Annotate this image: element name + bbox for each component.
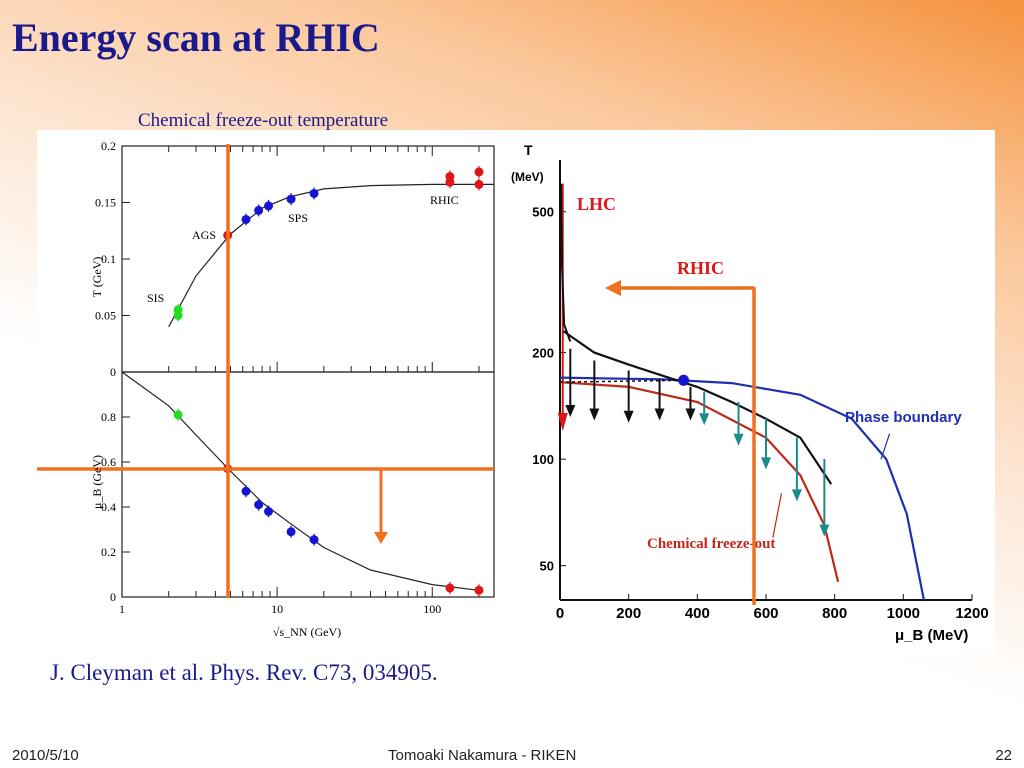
- left-top-ylabel: T (GeV): [90, 257, 104, 298]
- right-xtick-label: 400: [685, 605, 710, 622]
- black-arrow-head: [589, 408, 600, 421]
- right-xtick-label: 800: [822, 605, 847, 622]
- left-top-data-point: [474, 167, 484, 177]
- left-bottom-ytick-label: 0.2: [101, 545, 116, 559]
- phase-pointer: [880, 433, 891, 460]
- left-top-data-point: [254, 205, 264, 215]
- right-xtick-label: 600: [753, 605, 778, 622]
- left-top-ytick-label: 0.2: [101, 139, 116, 153]
- left-bottom-xtick-label: 10: [271, 602, 283, 616]
- page-number: 22: [995, 747, 1012, 764]
- rhic-label-left: RHIC: [430, 193, 459, 207]
- figure-svg: 0 0.05 0.1 0.15 0.2 0 0.2 0.4 0.6 0.8 1 10 100 T (G…: [37, 139, 989, 644]
- left-top-data-point: [173, 305, 183, 315]
- right-ytick-label: 100: [532, 452, 554, 467]
- right-ytick-label: 200: [532, 346, 554, 361]
- left-bottom-xtick-label: 1: [119, 602, 125, 616]
- sis-label: SIS: [147, 291, 164, 305]
- black-arrow-head: [565, 405, 576, 418]
- citation: J. Cleyman et al. Phys. Rev. C73, 034905…: [50, 660, 438, 685]
- left-bottom-data-point: [445, 583, 455, 593]
- left-bottom-fit-curve: [121, 371, 480, 591]
- left-bottom-data-point: [241, 486, 251, 496]
- left-top-ytick-label: 0.1: [101, 252, 116, 266]
- freezeout-pointer: [772, 493, 783, 538]
- teal-arrow-head: [791, 489, 802, 502]
- ags-label: AGS: [192, 228, 216, 242]
- left-top-data-point: [309, 188, 319, 198]
- chart-subtitle: Chemical freeze-out temperature: [138, 110, 389, 131]
- right-black-steep: [560, 183, 572, 342]
- dotted-line: [559, 379, 684, 383]
- black-arrow-head: [685, 408, 696, 421]
- black-arrow-head: [654, 408, 665, 421]
- rhic-label-right: RHIC: [677, 258, 724, 278]
- left-top-data-point: [264, 201, 274, 211]
- rhic-arrow-head: [605, 280, 621, 296]
- left-bottom-ytick-label: 0: [110, 590, 116, 604]
- left-top-data-point: [445, 177, 455, 187]
- figure-panel: 0 0.05 0.1 0.15 0.2 0 0.2 0.4 0.6 0.8 1 10 100 T (G…: [37, 130, 995, 654]
- down-arrow-head: [374, 532, 388, 544]
- lhc-arrow-head: [557, 413, 568, 432]
- freezeout-label: Chemical freeze-out: [647, 536, 775, 552]
- right-ytick-label: 50: [540, 559, 554, 574]
- slide-title: Energy scan at RHIC: [12, 15, 380, 60]
- blue-data-point: [678, 374, 690, 386]
- right-xlabel: μ_B (MeV): [895, 627, 968, 644]
- left-bottom-data-point: [309, 535, 319, 545]
- left-top-ytick-label: 0: [110, 365, 116, 379]
- teal-arrow-head: [819, 524, 830, 537]
- teal-arrow-head: [761, 457, 771, 470]
- left-xlabel: √s_NN (GeV): [273, 625, 341, 639]
- left-bottom-data-point: [173, 410, 183, 420]
- temperature-plot-frame: [121, 145, 495, 373]
- left-bottom-data-point: [286, 527, 296, 537]
- right-series-curve: [562, 330, 833, 485]
- left-bottom-ylabel: μ_B (GeV): [90, 455, 104, 509]
- right-ytick-label: 500: [532, 205, 554, 220]
- footer-author: Tomoaki Nakamura - RIKEN: [388, 747, 577, 764]
- right-xtick-label: 1000: [887, 605, 920, 622]
- teal-arrow-head: [699, 413, 710, 426]
- right-ylabel-unit: (MeV): [511, 170, 544, 184]
- sps-label: SPS: [288, 211, 308, 225]
- left-top-ytick-label: 0.15: [95, 196, 116, 210]
- teal-arrow-head: [733, 433, 744, 446]
- left-bottom-ytick-label: 0.6: [101, 455, 116, 469]
- right-ylabel-T: T: [524, 142, 533, 158]
- black-arrow-head: [623, 410, 634, 423]
- footer-date: 2010/5/10: [12, 747, 79, 764]
- left-bottom-ytick-label: 0.4: [101, 500, 116, 514]
- left-bottom-xtick-label: 100: [423, 602, 441, 616]
- lhc-label: LHC: [577, 194, 616, 214]
- right-xtick-label: 200: [616, 605, 641, 622]
- left-top-data-point: [241, 214, 251, 224]
- left-bottom-data-point: [474, 585, 484, 595]
- right-xtick-label: 0: [556, 605, 564, 622]
- left-bottom-data-point: [264, 507, 274, 516]
- left-bottom-ytick-label: 0.8: [101, 410, 116, 424]
- right-xtick-label: 1200: [955, 605, 988, 622]
- mub-plot-frame: [121, 371, 495, 598]
- left-top-data-point: [286, 194, 296, 204]
- left-top-ytick-label: 0.05: [95, 309, 116, 323]
- left-bottom-data-point: [254, 500, 264, 510]
- left-top-data-point: [474, 179, 484, 189]
- phase-boundary-label: Phase boundary: [845, 409, 962, 426]
